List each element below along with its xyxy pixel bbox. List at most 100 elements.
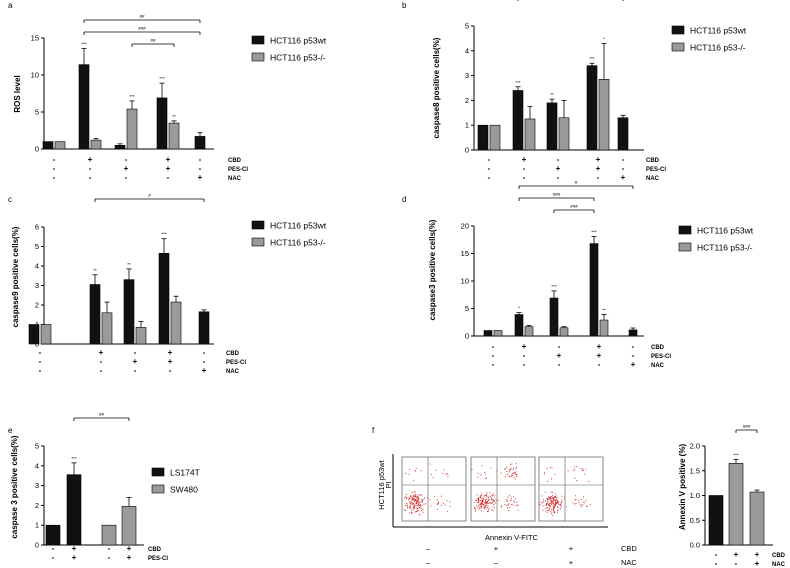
flow-event-dot: [484, 500, 487, 502]
flow-event-dot: [477, 473, 479, 475]
flow-event-dot: [479, 494, 481, 497]
condition-sign-c: -: [39, 366, 42, 375]
flow-event-dot: [555, 495, 557, 497]
flow-event-dot: [480, 499, 482, 501]
flow-event-dot: [410, 494, 412, 497]
flow-event-dot: [541, 495, 543, 497]
bar-a-4-0: [194, 136, 206, 150]
flow-event-dot: [484, 502, 486, 504]
flow-event-dot: [408, 473, 410, 475]
significance-label-b: *: [603, 36, 605, 41]
condition-sign-b: -: [622, 155, 625, 164]
flow-event-dot: [447, 511, 449, 513]
flow-event-dot: [435, 469, 437, 471]
condition-sign-b: -: [523, 173, 526, 182]
flow-event-dot: [479, 506, 481, 508]
condition-sign-c: +: [168, 357, 173, 366]
flow-event-dot: [449, 505, 451, 508]
flow-event-dot: [580, 498, 583, 500]
significance-label-f: ***: [733, 452, 739, 457]
flow-condition-sign: +: [569, 544, 574, 553]
flow-event-dot: [585, 468, 587, 470]
condition-sign-a: -: [89, 173, 92, 182]
flow-event-dot: [554, 502, 556, 504]
y-tick-label-c: 2: [35, 301, 39, 310]
significance-label-c: ***: [161, 232, 167, 237]
condition-sign-c: +: [133, 357, 138, 366]
flow-event-dot: [552, 505, 554, 507]
condition-sign-b: -: [557, 155, 560, 164]
condition-sign-a: +: [198, 173, 203, 182]
bracket-label-d: #: [575, 180, 578, 185]
flow-event-dot: [483, 505, 485, 507]
y-tick-label-e: 4: [35, 461, 39, 470]
flow-event-dot: [419, 494, 421, 496]
flow-event-dot: [446, 500, 448, 502]
legend-label-d: HCT116 p53wt: [697, 226, 754, 236]
flow-event-dot: [509, 468, 511, 471]
flow-event-dot: [581, 506, 583, 508]
flow-event-dot: [551, 508, 553, 510]
flow-event-dot: [419, 502, 421, 504]
flow-event-dot: [560, 504, 562, 506]
flow-event-dot: [415, 504, 417, 507]
flow-event-dot: [485, 499, 487, 501]
flow-event-dot: [550, 501, 552, 504]
condition-sign-b: -: [557, 173, 560, 182]
flow-event-dot: [430, 473, 432, 475]
y-tick-label-d: 20: [461, 222, 469, 231]
legend-label-e: SW480: [170, 485, 198, 495]
flow-condition-sign: –: [426, 558, 431, 567]
flow-event-dot: [576, 466, 578, 468]
panel-letter-e: e: [8, 426, 13, 435]
flow-condition-sign: +: [569, 558, 574, 567]
flow-event-dot: [551, 491, 554, 493]
flow-event-dot: [508, 471, 510, 473]
condition-sign-e: -: [52, 553, 55, 562]
flow-event-dot: [544, 491, 546, 493]
y-axis-label-b: caspase8 positive cells(%): [432, 37, 441, 138]
flow-event-dot: [410, 499, 412, 501]
flow-event-dot: [412, 499, 415, 501]
flow-event-dot: [440, 504, 442, 506]
flow-event-dot: [484, 505, 486, 507]
flow-event-dot: [482, 504, 485, 506]
flow-event-dot: [510, 467, 512, 469]
flow-event-dot: [419, 493, 421, 495]
flow-event-dot: [406, 496, 408, 499]
flow-event-dot: [477, 476, 479, 478]
flow-event-dot: [491, 509, 493, 511]
condition-sign-d: +: [597, 351, 602, 360]
flow-event-dot: [511, 473, 513, 475]
y-tick-label-c: 6: [35, 223, 39, 232]
flow-event-dot: [549, 497, 551, 499]
flow-condition-sign: –: [494, 558, 499, 567]
flow-condition-label: NAC: [621, 558, 637, 567]
flow-plot-frame: [401, 456, 467, 522]
flow-event-dot: [481, 493, 483, 495]
flow-event-dot: [550, 491, 552, 493]
y-tick-label-d: 15: [461, 249, 469, 258]
legend-label-a: HCT116 p53-/-: [270, 53, 326, 63]
flow-event-dot: [486, 496, 488, 498]
flow-event-dot: [574, 477, 576, 479]
flow-event-dot: [516, 501, 518, 503]
flow-event-dot: [553, 503, 555, 506]
condition-sign-a: +: [88, 155, 93, 164]
flow-event-dot: [552, 503, 554, 505]
flow-event-dot: [475, 510, 477, 512]
bar-d-0-0: [483, 330, 493, 337]
bracket-label-a: ##: [139, 14, 145, 19]
flow-event-dot: [486, 506, 489, 508]
flow-event-dot: [415, 495, 417, 497]
y-axis-label-f: Annexin V positive (%): [678, 444, 687, 531]
flow-event-dot: [552, 515, 554, 517]
flow-event-dot: [508, 494, 510, 496]
flow-event-dot: [551, 497, 553, 500]
flow-event-dot: [418, 505, 421, 507]
flow-event-dot: [553, 498, 555, 500]
bar-c-0-0: [28, 324, 40, 345]
flow-event-dot: [491, 502, 493, 504]
flow-event-dot: [424, 503, 426, 505]
